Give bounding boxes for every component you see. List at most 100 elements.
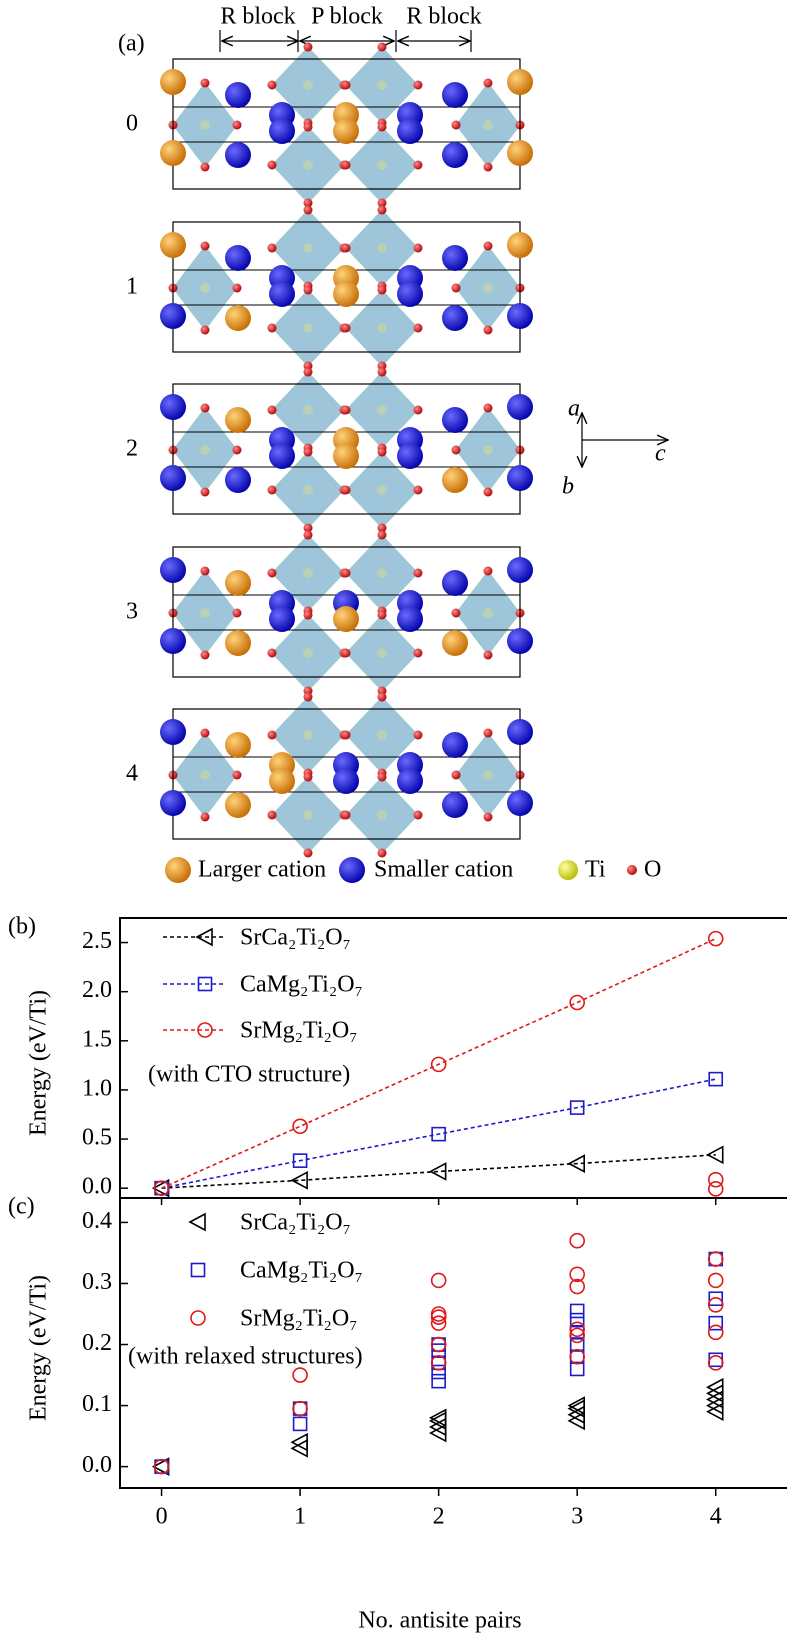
x-tick-label: 3 [571, 1504, 583, 1530]
oxygen [484, 813, 493, 822]
cation [507, 465, 533, 491]
data-point [570, 1234, 584, 1248]
oxygen [268, 81, 277, 90]
oxygen [268, 731, 277, 740]
oxygen [304, 849, 313, 858]
oxygen [378, 448, 387, 457]
oxygen [304, 286, 313, 295]
oxygen [268, 486, 277, 495]
legend-text: SrCa₂Ti₂O₇ [240, 925, 351, 951]
titanium [483, 608, 493, 618]
titanium [483, 283, 493, 293]
data-point [709, 932, 723, 946]
oxygen [233, 609, 242, 618]
cation [397, 768, 423, 794]
titanium [200, 445, 210, 455]
oxygen [342, 161, 351, 170]
oxygen [201, 567, 210, 576]
cation [442, 732, 468, 758]
cation [507, 394, 533, 420]
oxygen [233, 121, 242, 130]
oxygen [484, 163, 493, 172]
annotation: (with CTO structure) [148, 1062, 350, 1088]
oxygen [452, 284, 461, 293]
oxygen [452, 446, 461, 455]
oxygen [342, 731, 351, 740]
structure [160, 531, 533, 696]
data-point [709, 1073, 722, 1086]
oxygen [268, 324, 277, 333]
oxygen [201, 326, 210, 335]
cation [442, 630, 468, 656]
oxygen [201, 729, 210, 738]
legend-marker [190, 1214, 205, 1230]
cation [225, 630, 251, 656]
oxygen [201, 163, 210, 172]
oxygen [484, 567, 493, 576]
x-axis-label: No. antisite pairs [358, 1608, 521, 1634]
cation [507, 790, 533, 816]
oxygen [378, 286, 387, 295]
data-point [570, 1350, 584, 1364]
data-point [293, 1368, 307, 1382]
cation [160, 790, 186, 816]
data-point [293, 1119, 307, 1133]
titanium [377, 568, 387, 578]
cation [160, 628, 186, 654]
cation [442, 245, 468, 271]
cation [507, 140, 533, 166]
cation [442, 570, 468, 596]
cation [397, 281, 423, 307]
oxygen [414, 161, 423, 170]
oxygen [342, 81, 351, 90]
oxygen [268, 811, 277, 820]
oxygen [414, 811, 423, 820]
oxygen [378, 611, 387, 620]
oxygen [233, 446, 242, 455]
oxygen [414, 324, 423, 333]
y-tick-label: 0.0 [82, 1452, 112, 1478]
row-label: 3 [126, 599, 138, 625]
y-tick-label: 1.0 [82, 1075, 112, 1101]
oxygen [304, 448, 313, 457]
block-label: R block [406, 4, 481, 30]
data-point [294, 1417, 307, 1430]
titanium [303, 80, 313, 90]
oxygen [342, 406, 351, 415]
cation [160, 69, 186, 95]
data-point [432, 1356, 446, 1370]
cation [225, 732, 251, 758]
oxygen [378, 693, 387, 702]
oxygen [201, 488, 210, 497]
cation [269, 118, 295, 144]
oxygen [452, 771, 461, 780]
data-point [709, 1273, 723, 1287]
oxygen [304, 611, 313, 620]
cation [507, 557, 533, 583]
oxygen [484, 79, 493, 88]
oxygen [484, 651, 493, 660]
titanium [303, 568, 313, 578]
axis-name: a [568, 396, 580, 422]
titanium [483, 770, 493, 780]
legend-text: SrMg₂Ti₂O₇ [240, 1306, 358, 1332]
y-tick-label: 0.5 [82, 1125, 112, 1151]
cation [507, 69, 533, 95]
cation [160, 394, 186, 420]
cation [442, 407, 468, 433]
cation [333, 443, 359, 469]
legend-text: SrMg₂Ti₂O₇ [240, 1018, 358, 1044]
legend-text: O [644, 857, 661, 883]
oxygen [378, 368, 387, 377]
oxygen [268, 649, 277, 658]
oxygen [414, 649, 423, 658]
oxygen [378, 773, 387, 782]
cation [225, 792, 251, 818]
data-point [709, 1325, 723, 1339]
cation [269, 606, 295, 632]
oxygen [378, 849, 387, 858]
oxygen [304, 43, 313, 52]
legend-marker [192, 1264, 205, 1277]
oxygen [378, 43, 387, 52]
titanium [483, 120, 493, 130]
